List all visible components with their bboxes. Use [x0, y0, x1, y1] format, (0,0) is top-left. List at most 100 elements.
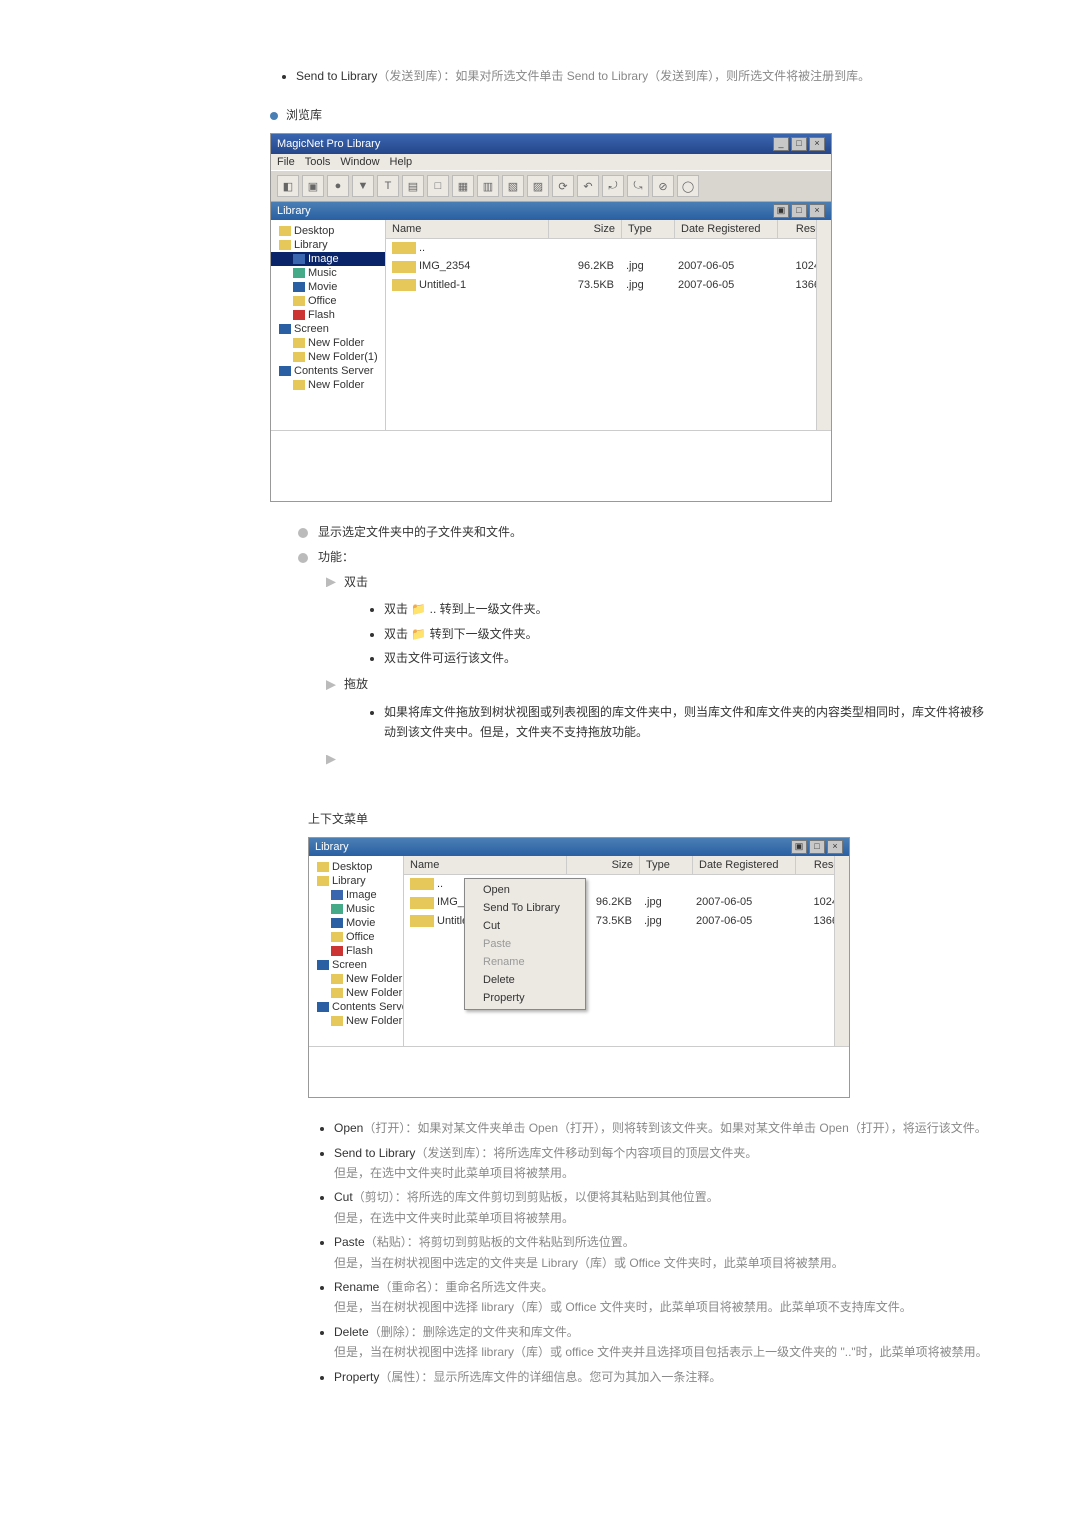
context-menu-item: Paste [465, 935, 585, 953]
list-view[interactable]: Name Size Type Date Registered Resol ..I… [386, 220, 831, 430]
toolbar-button[interactable]: ▦ [452, 175, 474, 197]
toolbar-button[interactable]: ▤ [402, 175, 424, 197]
toolbar-button[interactable]: ▣ [302, 175, 324, 197]
list-row[interactable]: .. [386, 239, 831, 257]
toolbar-button[interactable]: □ [427, 175, 449, 197]
scrollbar[interactable] [834, 856, 849, 1046]
list-view[interactable]: Name Size Type Date Registered Resol ..I… [404, 856, 849, 1046]
toolbar-button[interactable]: ▧ [502, 175, 524, 197]
toolbar: ◧▣●▼T▤□▦▥▧▨⟳↶⤾⤿⊘◯ [271, 170, 831, 202]
tree-node[interactable]: Office [309, 930, 403, 944]
toolbar-button[interactable]: ⤿ [627, 175, 649, 197]
toolbar-button[interactable]: ◯ [677, 175, 699, 197]
maximize-button[interactable]: □ [791, 137, 807, 151]
toolbar-button[interactable]: ⊘ [652, 175, 674, 197]
tree-node[interactable]: New Folder [309, 1014, 403, 1028]
tree-node[interactable]: Screen [271, 322, 385, 336]
col-type[interactable]: Type [622, 220, 675, 238]
toolbar-button[interactable]: T [377, 175, 399, 197]
minimize-button[interactable]: _ [773, 137, 789, 151]
col-size[interactable]: Size [567, 856, 640, 874]
scrollbar[interactable] [816, 220, 831, 430]
tree-node[interactable]: Contents Server [271, 364, 385, 378]
pane-button[interactable]: □ [809, 840, 825, 854]
arrow-icon [326, 680, 336, 690]
toolbar-button[interactable]: ⟳ [552, 175, 574, 197]
browse-header: 浏览库 [270, 106, 990, 123]
screenshot-context-menu: Library ▣□× DesktopLibraryImageMusicMovi… [308, 837, 850, 1098]
folder-icon [331, 932, 343, 942]
col-name[interactable]: Name [404, 856, 567, 874]
toolbar-button[interactable]: ◧ [277, 175, 299, 197]
tree-node[interactable]: Desktop [271, 224, 385, 238]
toolbar-button[interactable]: ▼ [352, 175, 374, 197]
tree-view[interactable]: DesktopLibraryImageMusicMovieOfficeFlash… [309, 856, 404, 1046]
pane-close-button[interactable]: × [827, 840, 843, 854]
col-name[interactable]: Name [386, 220, 549, 238]
tree-node[interactable]: Library [309, 874, 403, 888]
intro-item: Send to Library（发送到库）：如果对所选文件单击 Send to … [296, 66, 990, 86]
col-size[interactable]: Size [549, 220, 622, 238]
folder-icon [331, 918, 343, 928]
pane-button[interactable]: □ [791, 204, 807, 218]
col-date[interactable]: Date Registered [675, 220, 778, 238]
context-menu-desc-list: Open（打开）：如果对某文件夹单击 Open（打开），则将转到该文件夹。如果对… [308, 1118, 990, 1387]
folder-icon [279, 226, 291, 236]
menu-item[interactable]: Window [340, 156, 379, 168]
col-type[interactable]: Type [640, 856, 693, 874]
context-menu-item[interactable]: Send To Library [465, 899, 585, 917]
context-menu-item[interactable]: Open [465, 881, 585, 899]
tree-node[interactable]: Office [271, 294, 385, 308]
toolbar-button[interactable]: ● [327, 175, 349, 197]
menu-item[interactable]: Tools [305, 156, 331, 168]
file-icon [392, 242, 416, 254]
tree-node[interactable]: Music [271, 266, 385, 280]
context-menu-item[interactable]: Cut [465, 917, 585, 935]
pane-button[interactable]: ▣ [773, 204, 789, 218]
toolbar-button[interactable]: ▥ [477, 175, 499, 197]
tree-node[interactable]: New Folder(1) [271, 350, 385, 364]
context-menu-item[interactable]: Delete [465, 971, 585, 989]
file-icon [410, 915, 434, 927]
toolbar-button[interactable]: ▨ [527, 175, 549, 197]
tree-node[interactable]: New Folder(1) [309, 986, 403, 1000]
tree-node[interactable]: Music [309, 902, 403, 916]
menu-item[interactable]: File [277, 156, 295, 168]
tree-node[interactable]: Flash [271, 308, 385, 322]
pane-button[interactable]: ▣ [791, 840, 807, 854]
list-item: 双击文件可运行该文件。 [384, 648, 990, 668]
list-row[interactable]: Untitled-173.5KB.jpg2007-06-051366 [386, 276, 831, 294]
ctx-desc-item: Property（属性）：显示所选库文件的详细信息。您可为其加入一条注释。 [334, 1367, 990, 1387]
col-date[interactable]: Date Registered [693, 856, 796, 874]
context-menu-header: 上下文菜单 [308, 810, 990, 827]
tree-node[interactable]: Screen [309, 958, 403, 972]
toolbar-button[interactable]: ↶ [577, 175, 599, 197]
tree-node[interactable]: Contents Server [309, 1000, 403, 1014]
tree-node[interactable]: Image [309, 888, 403, 902]
menu-item[interactable]: Help [390, 156, 413, 168]
list-row[interactable]: IMG_235496.2KB.jpg2007-06-051024 [386, 257, 831, 275]
folder-icon [293, 352, 305, 362]
context-menu[interactable]: OpenSend To LibraryCutPasteRenameDeleteP… [464, 878, 586, 1010]
context-menu-item[interactable]: Property [465, 989, 585, 1007]
tree-node[interactable]: New Folder [271, 378, 385, 392]
pane-close-button[interactable]: × [809, 204, 825, 218]
tree-node[interactable]: New Folder [309, 972, 403, 986]
tree-node[interactable]: Image [271, 252, 385, 266]
file-icon [392, 279, 416, 291]
bullet-icon [298, 528, 308, 538]
folder-icon [293, 282, 305, 292]
tree-node[interactable]: Flash [309, 944, 403, 958]
toolbar-button[interactable]: ⤾ [602, 175, 624, 197]
tree-node[interactable]: Desktop [309, 860, 403, 874]
tree-node[interactable]: Movie [309, 916, 403, 930]
tree-view[interactable]: DesktopLibraryImageMusicMovieOfficeFlash… [271, 220, 386, 430]
tree-node[interactable]: New Folder [271, 336, 385, 350]
close-button[interactable]: × [809, 137, 825, 151]
library-pane-header: Library ▣□× [309, 838, 849, 856]
tree-node[interactable]: Library [271, 238, 385, 252]
folder-icon [331, 1016, 343, 1026]
folder-icon [317, 1002, 329, 1012]
tree-node[interactable]: Movie [271, 280, 385, 294]
doubleclick-list: 双击 📁 .. 转到上一级文件夹。双击 📁 转到下一级文件夹。双击文件可运行该文… [358, 599, 990, 668]
